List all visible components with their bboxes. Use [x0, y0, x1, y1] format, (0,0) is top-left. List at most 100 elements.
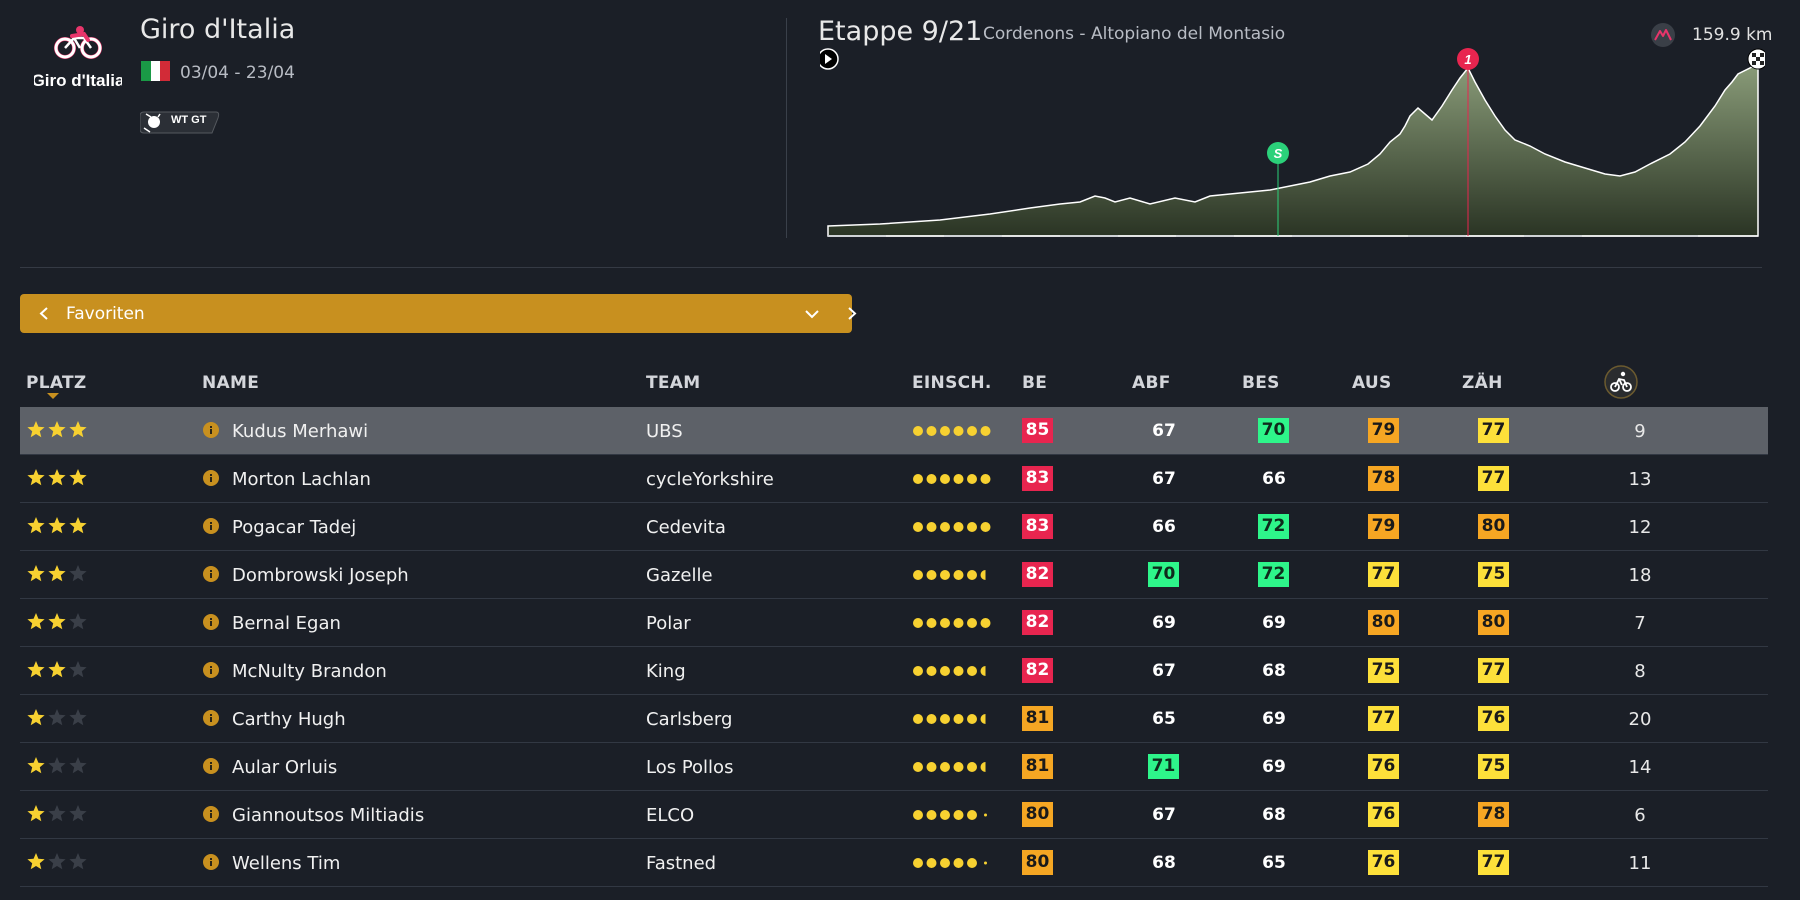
info-icon[interactable] — [203, 518, 219, 534]
rating-stars — [27, 805, 87, 822]
table-row[interactable]: Giannoutsos Miltiadis ELCO 80 67 68 76 78 6 — [20, 791, 1768, 839]
category-selector[interactable]: Favoriten — [20, 294, 857, 333]
zah-value: 75 — [1478, 754, 1509, 779]
finish-marker-checkered-flag-icon — [1747, 48, 1765, 70]
info-icon[interactable] — [203, 854, 219, 870]
logo-text: Giro d'Italia — [34, 71, 122, 90]
rider-name[interactable]: Bernal Egan — [232, 613, 341, 634]
star-icon — [69, 853, 87, 870]
table-row[interactable]: Dombrowski Joseph Gazelle 82 70 72 77 75 18 — [20, 551, 1768, 599]
star-icon — [69, 709, 87, 726]
aus-value: 79 — [1368, 418, 1399, 443]
zah-value: 80 — [1478, 610, 1509, 635]
star-icon — [48, 709, 66, 726]
giro-logo: Giro d'Italia — [34, 26, 122, 90]
star-icon — [27, 853, 45, 870]
wt-gt-badge-icon: WT GT — [140, 111, 220, 134]
table-row[interactable]: Pogacar Tadej Cedevita 83 66 72 79 80 12 — [20, 503, 1768, 551]
badge-text: WT GT — [171, 114, 207, 126]
col-zah-header[interactable]: ZÄH — [1462, 373, 1503, 393]
rider-name[interactable]: Giannoutsos Miltiadis — [232, 805, 425, 826]
rank-value: 14 — [1628, 757, 1652, 778]
aus-value: 77 — [1368, 706, 1399, 731]
rating-stars — [27, 565, 87, 582]
stage-title: Etappe 9/21 — [818, 16, 983, 47]
zah-value: 77 — [1478, 658, 1509, 683]
team-name: King — [646, 661, 686, 682]
rider-name[interactable]: Dombrowski Joseph — [232, 565, 409, 586]
bes-value: 66 — [1262, 469, 1286, 489]
table-row[interactable]: McNulty Brandon King 82 67 68 75 77 8 — [20, 647, 1768, 695]
form-dots — [913, 522, 991, 532]
team-name: Carlsberg — [646, 709, 733, 730]
abf-value: 68 — [1152, 853, 1176, 873]
star-icon — [27, 565, 45, 582]
abf-value: 67 — [1152, 661, 1176, 681]
col-team-header[interactable]: TEAM — [646, 373, 701, 393]
form-dots — [913, 762, 986, 772]
rider-name[interactable]: Kudus Merhawi — [232, 421, 369, 442]
rider-name[interactable]: Morton Lachlan — [232, 469, 371, 490]
star-icon — [48, 469, 66, 486]
star-icon — [27, 613, 45, 630]
rider-name[interactable]: Aular Orluis — [232, 757, 338, 778]
info-icon[interactable] — [203, 710, 219, 726]
info-icon[interactable] — [203, 758, 219, 774]
abf-value: 66 — [1152, 517, 1176, 537]
bes-value: 72 — [1258, 514, 1289, 539]
be-value: 83 — [1022, 514, 1053, 539]
info-icon[interactable] — [203, 422, 219, 438]
aus-value: 80 — [1368, 610, 1399, 635]
rating-stars — [27, 661, 87, 678]
col-einsch-header[interactable]: EINSCH. — [912, 373, 992, 393]
col-aus-header[interactable]: AUS — [1352, 373, 1392, 393]
zah-value: 76 — [1478, 706, 1509, 731]
table-row[interactable]: Bernal Egan Polar 82 69 69 80 80 7 — [20, 599, 1768, 647]
info-icon[interactable] — [203, 470, 219, 486]
abf-value: 65 — [1152, 709, 1176, 729]
rider-name[interactable]: Pogacar Tadej — [232, 517, 357, 538]
form-dots — [913, 666, 986, 676]
table-row[interactable]: Carthy Hugh Carlsberg 81 65 69 77 76 20 — [20, 695, 1768, 743]
info-icon[interactable] — [203, 806, 219, 822]
chevron-right-icon[interactable] — [838, 294, 866, 333]
chevron-down-icon[interactable] — [798, 294, 826, 333]
zah-value: 77 — [1478, 418, 1509, 443]
col-name-header[interactable]: NAME — [202, 373, 260, 393]
rating-stars — [27, 469, 87, 486]
cyclist-icon[interactable] — [1604, 365, 1638, 399]
star-icon — [27, 661, 45, 678]
star-icon — [27, 805, 45, 822]
aus-value: 79 — [1368, 514, 1399, 539]
info-icon[interactable] — [203, 662, 219, 678]
col-bes-header[interactable]: BES — [1242, 373, 1280, 393]
italy-flag-icon — [141, 61, 171, 81]
table-row[interactable]: Aular Orluis Los Pollos 81 71 69 76 75 14 — [20, 743, 1768, 791]
be-value: 81 — [1022, 754, 1053, 779]
info-icon[interactable] — [203, 566, 219, 582]
rider-name[interactable]: Carthy Hugh — [232, 709, 346, 730]
form-dots — [913, 858, 987, 868]
rider-name[interactable]: McNulty Brandon — [232, 661, 387, 682]
star-icon — [27, 469, 45, 486]
col-be-header[interactable]: BE — [1022, 373, 1048, 393]
star-icon — [69, 469, 87, 486]
aus-value: 77 — [1368, 562, 1399, 587]
rank-value: 11 — [1628, 853, 1652, 874]
col-abf-header[interactable]: ABF — [1132, 373, 1171, 393]
info-icon[interactable] — [203, 614, 219, 630]
form-dots — [913, 618, 991, 628]
form-dots — [913, 474, 991, 484]
aus-value: 75 — [1368, 658, 1399, 683]
table-row[interactable]: Wellens Tim Fastned 80 68 65 76 77 11 — [20, 839, 1768, 887]
table-row[interactable]: Morton Lachlan cycleYorkshire 83 67 66 78 77 13 — [20, 455, 1768, 503]
col-platz-header[interactable]: PLATZ — [26, 373, 87, 393]
chevron-left-icon[interactable] — [30, 294, 58, 333]
table-row[interactable]: Kudus Merhawi UBS 85 67 70 79 77 9 — [20, 407, 1768, 455]
km-ruler — [828, 235, 1698, 237]
team-name: Polar — [646, 613, 691, 634]
rider-name[interactable]: Wellens Tim — [232, 853, 341, 874]
be-value: 82 — [1022, 610, 1053, 635]
start-marker-play-icon — [820, 48, 839, 70]
abf-value: 67 — [1152, 421, 1176, 441]
